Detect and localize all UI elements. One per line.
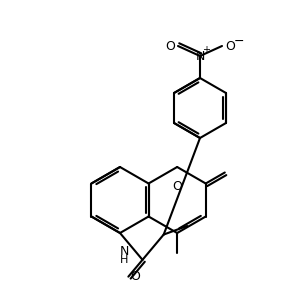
Text: −: − — [234, 35, 244, 48]
Text: +: + — [202, 45, 210, 55]
Text: H: H — [120, 255, 128, 265]
Text: O: O — [225, 39, 235, 52]
Text: O: O — [172, 180, 182, 193]
Text: N: N — [195, 50, 205, 64]
Text: N: N — [120, 245, 129, 258]
Text: O: O — [165, 39, 175, 52]
Text: O: O — [130, 270, 140, 283]
